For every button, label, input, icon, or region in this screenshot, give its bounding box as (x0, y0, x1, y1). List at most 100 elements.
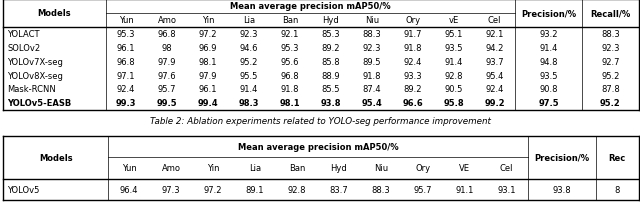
Text: Ban: Ban (282, 16, 298, 25)
Text: 95.2: 95.2 (601, 71, 620, 80)
Text: 96.1: 96.1 (117, 44, 135, 53)
Text: Amo: Amo (161, 164, 180, 173)
Text: 89.5: 89.5 (362, 57, 381, 66)
Text: SOLOv2: SOLOv2 (7, 44, 40, 53)
Text: 95.7: 95.7 (157, 85, 176, 94)
Text: Hyd: Hyd (330, 164, 348, 173)
Text: 90.5: 90.5 (445, 85, 463, 94)
Text: YOLOv7X-seg: YOLOv7X-seg (7, 57, 63, 66)
Text: 91.4: 91.4 (540, 44, 557, 53)
Text: 92.4: 92.4 (404, 57, 422, 66)
Text: Recall/%: Recall/% (590, 9, 630, 18)
Text: 91.4: 91.4 (240, 85, 258, 94)
Text: 94.8: 94.8 (540, 57, 557, 66)
Text: 89.2: 89.2 (321, 44, 340, 53)
Text: 92.4: 92.4 (117, 85, 135, 94)
Text: 98.3: 98.3 (239, 99, 259, 108)
Text: 92.3: 92.3 (362, 44, 381, 53)
Text: 8: 8 (614, 185, 620, 194)
Text: Precision/%: Precision/% (521, 9, 576, 18)
Text: vE: vE (449, 16, 459, 25)
Text: Ban: Ban (289, 164, 305, 173)
Text: Niu: Niu (374, 164, 388, 173)
Text: Yun: Yun (122, 164, 136, 173)
Text: 99.5: 99.5 (157, 99, 177, 108)
Text: 85.3: 85.3 (321, 30, 340, 39)
Text: 95.2: 95.2 (600, 99, 621, 108)
Text: 92.8: 92.8 (287, 185, 306, 194)
Text: 95.4: 95.4 (486, 71, 504, 80)
Text: 83.7: 83.7 (330, 185, 348, 194)
Text: 92.7: 92.7 (601, 57, 620, 66)
Text: 96.8: 96.8 (116, 57, 136, 66)
Text: 93.2: 93.2 (540, 30, 557, 39)
Text: 98: 98 (162, 44, 172, 53)
Text: Niu: Niu (365, 16, 379, 25)
Text: Table 2: Ablation experiments related to YOLO-seg performance improvement: Table 2: Ablation experiments related to… (150, 117, 490, 126)
Text: YOLOv8X-seg: YOLOv8X-seg (7, 71, 63, 80)
Text: 95.6: 95.6 (280, 57, 299, 66)
Text: 92.3: 92.3 (601, 44, 620, 53)
Text: YOLOv5-EASB: YOLOv5-EASB (7, 99, 71, 108)
Text: 89.2: 89.2 (403, 85, 422, 94)
Text: 89.1: 89.1 (246, 185, 264, 194)
Text: 88.3: 88.3 (601, 30, 620, 39)
Text: 97.9: 97.9 (198, 71, 217, 80)
Text: 95.8: 95.8 (444, 99, 464, 108)
Text: 97.9: 97.9 (157, 57, 176, 66)
Text: 91.8: 91.8 (362, 71, 381, 80)
Text: 96.9: 96.9 (198, 44, 217, 53)
Text: 90.8: 90.8 (540, 85, 557, 94)
Text: 97.1: 97.1 (117, 71, 135, 80)
Text: Precision/%: Precision/% (534, 153, 589, 162)
Text: 87.8: 87.8 (601, 85, 620, 94)
Text: 93.5: 93.5 (540, 71, 557, 80)
Text: 96.8: 96.8 (157, 30, 177, 39)
Text: 93.7: 93.7 (485, 57, 504, 66)
Text: 91.1: 91.1 (456, 185, 474, 194)
Text: Cel: Cel (500, 164, 513, 173)
Text: YOLACT: YOLACT (7, 30, 40, 39)
Text: 91.7: 91.7 (403, 30, 422, 39)
Text: Models: Models (38, 9, 71, 18)
Text: 99.3: 99.3 (116, 99, 136, 108)
Text: Hyd: Hyd (323, 16, 339, 25)
Text: 93.3: 93.3 (403, 71, 422, 80)
Text: 95.3: 95.3 (280, 44, 299, 53)
Text: 93.8: 93.8 (552, 185, 571, 194)
Text: 91.4: 91.4 (445, 57, 463, 66)
Text: Mean average precision mAP50/%: Mean average precision mAP50/% (237, 142, 398, 152)
Text: 85.5: 85.5 (321, 85, 340, 94)
Text: 88.3: 88.3 (362, 30, 381, 39)
Text: Ory: Ory (415, 164, 430, 173)
Text: 93.5: 93.5 (444, 44, 463, 53)
Text: Mask-RCNN: Mask-RCNN (7, 85, 56, 94)
Text: Mean average precision mAP50/%: Mean average precision mAP50/% (230, 2, 390, 11)
Text: 96.8: 96.8 (280, 71, 299, 80)
Text: 92.3: 92.3 (239, 30, 258, 39)
Text: 95.5: 95.5 (240, 71, 258, 80)
Text: 92.1: 92.1 (281, 30, 299, 39)
Text: Ory: Ory (405, 16, 420, 25)
Text: YOLOv5: YOLOv5 (7, 185, 40, 194)
Text: 95.7: 95.7 (413, 185, 432, 194)
Text: Yin: Yin (202, 16, 214, 25)
Text: 97.3: 97.3 (162, 185, 180, 194)
Text: 95.3: 95.3 (117, 30, 135, 39)
Text: 94.6: 94.6 (239, 44, 258, 53)
Text: 85.8: 85.8 (321, 57, 340, 66)
Text: 92.1: 92.1 (486, 30, 504, 39)
Text: 88.9: 88.9 (321, 71, 340, 80)
Text: 96.6: 96.6 (403, 99, 423, 108)
Text: 99.4: 99.4 (198, 99, 218, 108)
Text: 91.8: 91.8 (280, 85, 299, 94)
Text: Amo: Amo (157, 16, 177, 25)
Text: 97.2: 97.2 (198, 30, 217, 39)
Text: 88.3: 88.3 (371, 185, 390, 194)
Text: 92.4: 92.4 (486, 85, 504, 94)
Text: 98.1: 98.1 (198, 57, 217, 66)
Text: 95.1: 95.1 (445, 30, 463, 39)
Text: 95.2: 95.2 (240, 57, 258, 66)
Text: 91.8: 91.8 (403, 44, 422, 53)
Text: 99.2: 99.2 (484, 99, 505, 108)
